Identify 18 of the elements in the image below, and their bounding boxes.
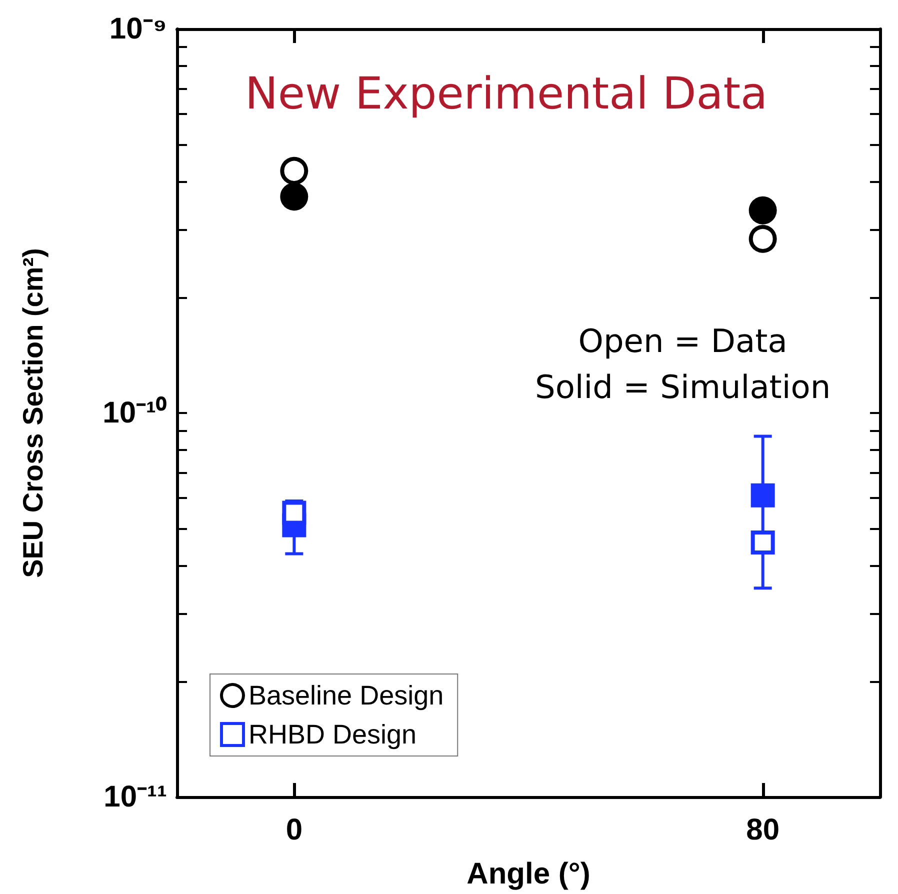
- x-tick-label: 0: [286, 814, 303, 846]
- x-tick-label: 80: [746, 814, 780, 846]
- point: [748, 224, 777, 253]
- point: [748, 196, 777, 224]
- legend-label: RHBD Design: [248, 720, 417, 750]
- y-tick-label: 10⁻¹¹: [104, 780, 167, 814]
- legend-label: Baseline Design: [248, 680, 444, 710]
- point: [280, 182, 308, 211]
- annotation: New Experimental Data: [245, 68, 768, 120]
- y-tick-label: 10⁻⁹: [109, 12, 167, 46]
- point: [750, 530, 775, 554]
- point: [750, 483, 775, 508]
- y-tick-label: 10⁻¹⁰: [102, 396, 167, 430]
- annotation: Open = Data Solid = Simulation: [535, 322, 831, 406]
- point: [280, 156, 308, 185]
- x-axis-title: Angle (°): [466, 858, 590, 890]
- point: [282, 500, 306, 525]
- y-axis-title: SEU Cross Section (cm²): [18, 248, 48, 578]
